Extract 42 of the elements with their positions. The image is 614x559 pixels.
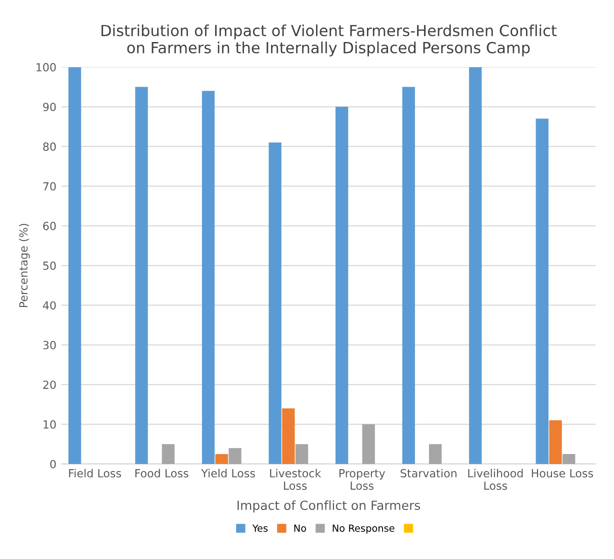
y-tick-label: 40 — [42, 301, 56, 310]
y-tick-label: 90 — [43, 102, 56, 112]
y-tick-label: 100 — [36, 63, 56, 72]
bar — [402, 86, 415, 464]
bar — [295, 444, 308, 464]
y-tick-label: 60 — [43, 222, 56, 230]
bar — [162, 444, 175, 464]
bar — [562, 454, 576, 464]
bar — [362, 424, 375, 464]
x-tick-label: House Loss — [532, 469, 594, 478]
x-tick-label: Starvation — [400, 468, 456, 478]
y-tick-label: 50 — [43, 262, 56, 270]
bar — [135, 86, 148, 464]
bar — [428, 444, 442, 464]
bar — [228, 448, 242, 464]
chart-title: Distribution of Impact of Violent Farmers-Herdsmen Conflict on Farmers in the Internally Displaced Persons Camp — [102, 24, 557, 56]
bar — [68, 67, 82, 464]
y-tick-label: 10 — [44, 420, 56, 429]
y-tick-label: 70 — [43, 182, 56, 191]
x-tick-label: Livelihood Loss — [468, 468, 523, 490]
y-tick-label: 30 — [43, 340, 56, 350]
y-tick-label: 0 — [50, 460, 56, 468]
y-axis-title: Percentage (%) — [19, 224, 30, 308]
x-tick-label: Yield Loss — [201, 468, 255, 478]
bar — [469, 67, 482, 464]
bar — [268, 142, 282, 464]
bar — [549, 420, 562, 464]
y-tick-label: 20 — [43, 380, 56, 389]
bar — [202, 90, 215, 464]
bar — [536, 118, 549, 464]
legend-label: No Response — [332, 524, 394, 534]
bar — [336, 106, 348, 464]
y-tick-label: 80 — [43, 142, 56, 151]
legend-label: Yes — [252, 524, 268, 532]
bar — [282, 408, 295, 464]
x-tick-label: Food Loss — [135, 468, 188, 478]
bar — [215, 454, 228, 464]
x-tick-label: Livestock Loss — [270, 468, 322, 490]
x-axis-title: Impact of Conflict on Farmers — [238, 500, 420, 512]
legend-label: No — [294, 524, 306, 532]
x-tick-label: Field Loss — [69, 468, 122, 478]
x-tick-label: Property Loss — [339, 469, 386, 490]
